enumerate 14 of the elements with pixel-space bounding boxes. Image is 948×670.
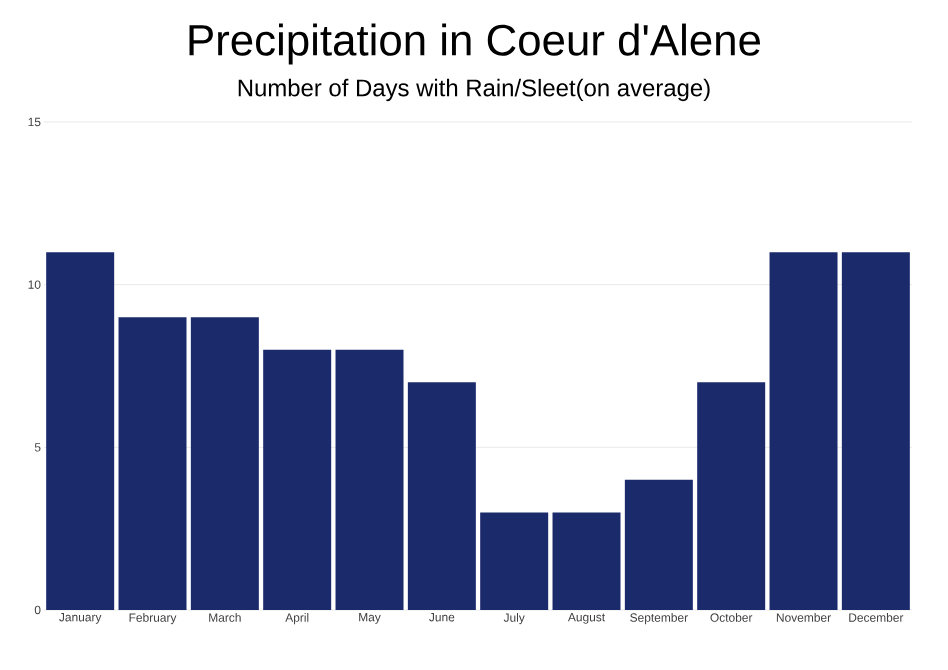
bar — [552, 512, 621, 610]
bar — [407, 382, 476, 610]
bar — [335, 349, 404, 610]
bar — [480, 512, 549, 610]
bar — [46, 252, 115, 610]
bar — [697, 382, 766, 610]
bar — [118, 317, 187, 610]
bar — [624, 479, 693, 610]
bar — [263, 349, 332, 610]
bar — [769, 252, 838, 610]
bar — [190, 317, 259, 610]
bar — [841, 252, 910, 610]
chart-subtitle: Number of Days with Rain/Sleet(on average) — [238, 78, 710, 102]
chart-title: Precipitation in Coeur d'Alene — [189, 23, 760, 65]
